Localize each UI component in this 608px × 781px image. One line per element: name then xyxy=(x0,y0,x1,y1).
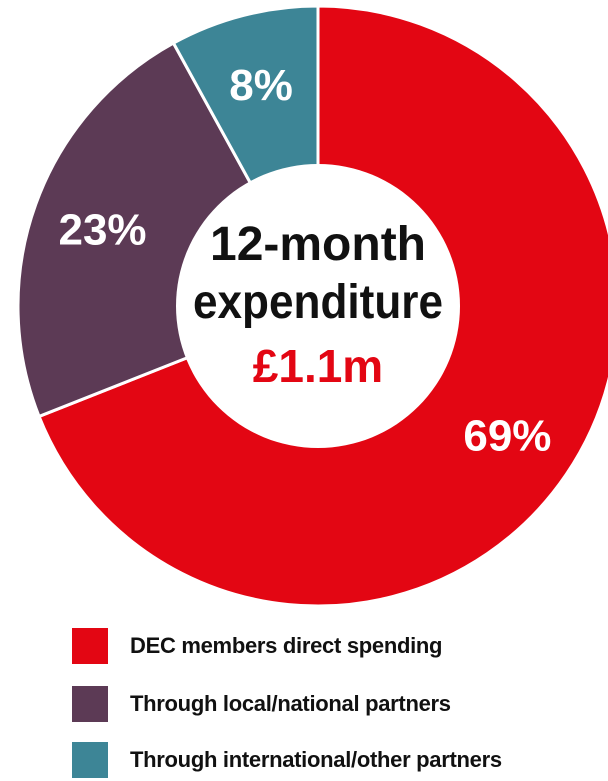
legend-swatch-international-partners xyxy=(72,742,108,778)
slice-labels-group: 69% 23% 8% xyxy=(58,61,551,461)
legend-item-dec-members: DEC members direct spending xyxy=(72,628,443,664)
donut-center-hole xyxy=(176,164,460,448)
legend: DEC members direct spending Through loca… xyxy=(0,628,608,781)
center-title-line1: 12-month xyxy=(210,218,426,271)
legend-item-local-partners: Through local/national partners xyxy=(72,686,451,722)
slice-label-2: 8% xyxy=(229,61,293,110)
legend-label-local-partners: Through local/national partners xyxy=(130,691,451,716)
slice-label-1: 23% xyxy=(58,205,146,254)
legend-swatch-local-partners xyxy=(72,686,108,722)
donut-chart: 69% 23% 8% 12-month expenditure £1.1m xyxy=(16,4,608,608)
legend-swatch-dec-members xyxy=(72,628,108,664)
center-title-line2: expenditure xyxy=(193,276,443,329)
legend-label-international-partners: Through international/other partners xyxy=(130,747,502,772)
legend-item-international-partners: Through international/other partners xyxy=(72,742,502,778)
legend-label-dec-members: DEC members direct spending xyxy=(130,633,443,658)
center-value: £1.1m xyxy=(253,340,383,392)
donut-chart-svg: 69% 23% 8% 12-month expenditure £1.1m xyxy=(16,4,608,608)
slice-label-0: 69% xyxy=(463,412,551,461)
